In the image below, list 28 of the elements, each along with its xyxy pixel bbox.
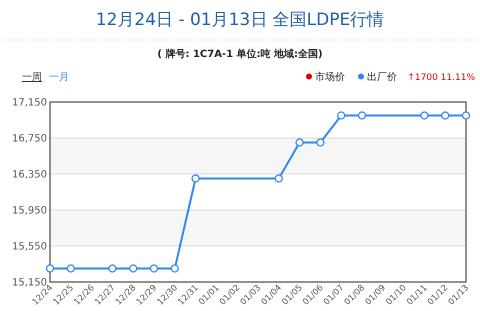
legend-label: 出厂价 xyxy=(367,71,397,83)
point xyxy=(358,111,366,120)
point xyxy=(66,264,75,273)
point xyxy=(150,264,158,273)
point xyxy=(191,174,200,183)
text: 一周 xyxy=(22,72,42,83)
legend-label: 市场价 xyxy=(315,71,345,83)
y-tick-label: 16,350 xyxy=(12,170,47,180)
point xyxy=(462,111,470,120)
text: 一月 xyxy=(49,72,69,83)
point xyxy=(441,111,450,120)
point xyxy=(129,264,138,273)
point xyxy=(337,111,346,120)
y-tick-label: 17,150 xyxy=(12,98,47,108)
point xyxy=(170,264,179,273)
y-tick-label: 15,950 xyxy=(12,206,47,216)
chart-title: 12月24日 - 01月13日 全国LDPE行情 xyxy=(96,10,384,30)
point xyxy=(46,264,54,273)
y-tick-label: 16,750 xyxy=(12,134,47,144)
chart-subtitle: ( 牌号: 1C7A-1 单位:吨 地域:全国) xyxy=(157,48,323,60)
point xyxy=(274,174,283,183)
text: ↑1700 11.11% xyxy=(407,73,476,83)
point xyxy=(108,264,117,273)
point xyxy=(316,138,325,147)
point xyxy=(295,138,304,147)
point xyxy=(420,111,429,120)
y-tick-label: 15,150 xyxy=(12,278,47,288)
y-tick-label: 15,550 xyxy=(12,242,47,252)
